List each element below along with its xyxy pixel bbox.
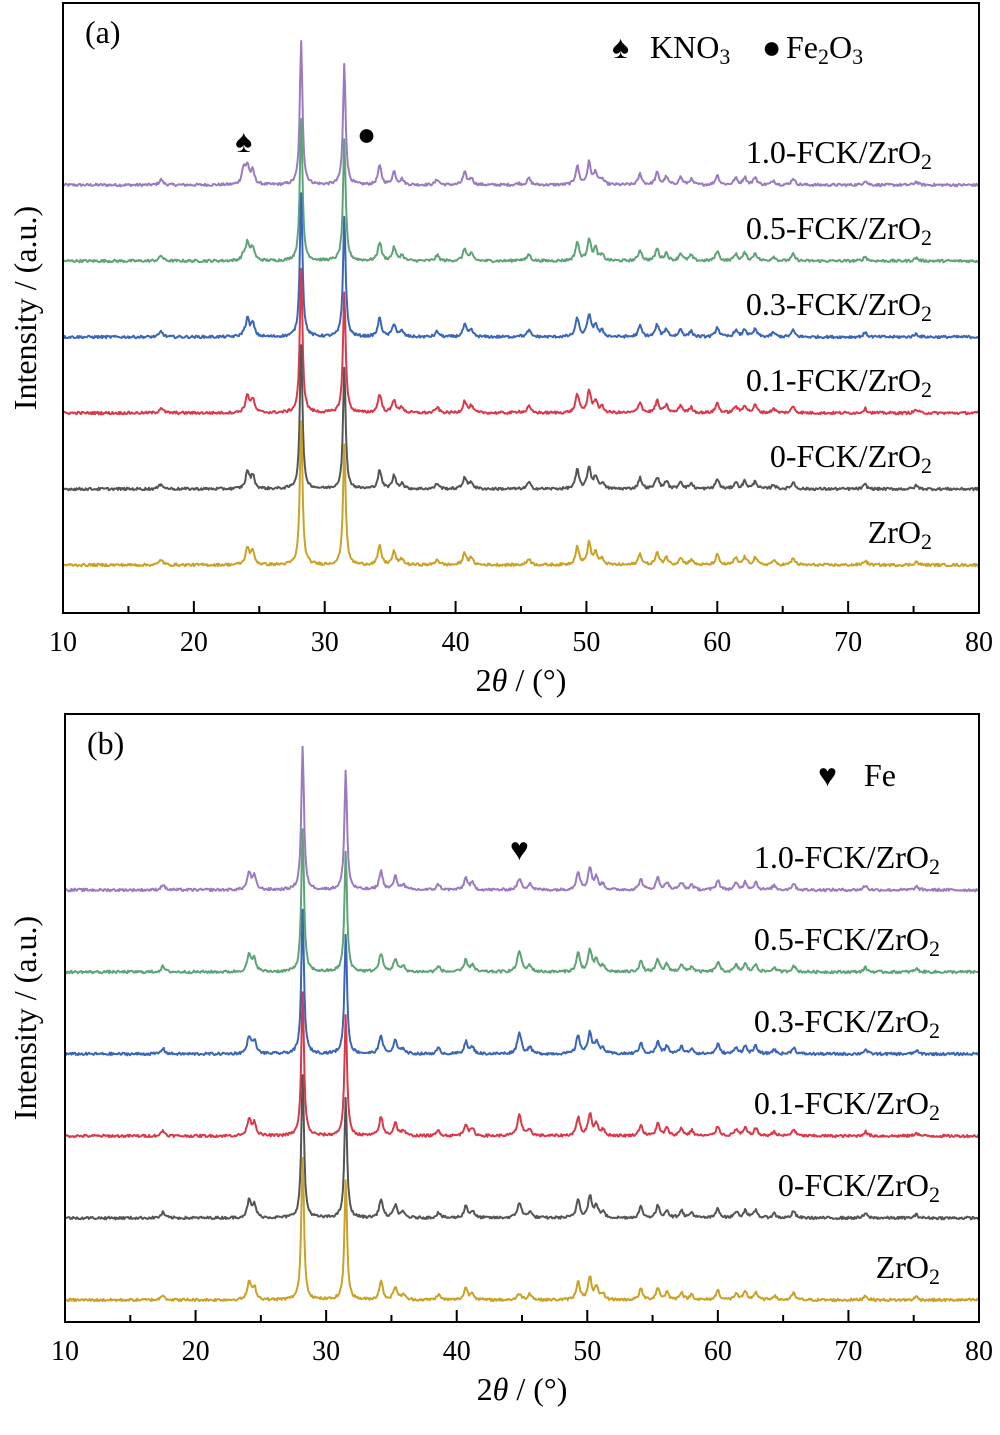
x-tick-label: 40 (443, 1336, 471, 1367)
y-axis-title: Intensity / (a.u.) (7, 206, 43, 410)
series-label: 0.5-FCK/ZrO2 (754, 921, 940, 961)
legend-fe2o3: Fe2O3 (786, 29, 863, 69)
series-label: ZrO2 (868, 514, 932, 554)
phase-marker: ● (357, 116, 376, 152)
legend-kno3-symbol: ♠ (612, 29, 629, 65)
panel-a: 1.0-FCK/ZrO2 0.5-FCK/ZrO2 0.3-FCK/ZrO2 0.1-… (7, 2, 993, 698)
x-axis-title: 2θ / (°) (477, 1371, 568, 1407)
x-tick-label: 50 (572, 627, 600, 658)
series-label: 0.3-FCK/ZrO2 (754, 1003, 940, 1043)
series-trace-4 (62, 344, 980, 492)
series-trace-1 (64, 828, 980, 975)
x-tick-label: 30 (312, 1336, 340, 1367)
x-tick-label: 40 (442, 627, 470, 658)
phase-marker: ♠ (235, 123, 252, 159)
series-trace-0 (62, 40, 980, 188)
series-trace-3 (64, 991, 980, 1139)
x-tick-label: 20 (180, 627, 208, 658)
series-label: 0-FCK/ZrO2 (770, 438, 932, 478)
x-axis-title: 2θ / (°) (476, 662, 567, 698)
series-trace-2 (64, 908, 980, 1057)
series-trace-2 (62, 192, 980, 340)
series-label: 0.5-FCK/ZrO2 (746, 210, 932, 250)
series-label: 0.3-FCK/ZrO2 (746, 286, 932, 326)
series-label: 1.0-FCK/ZrO2 (746, 134, 932, 174)
x-tick-label: 20 (182, 1336, 210, 1367)
series-label: ZrO2 (876, 1249, 940, 1289)
x-tick-label: 60 (703, 627, 731, 658)
series-trace-0 (64, 745, 980, 893)
series-trace-4 (64, 1074, 980, 1221)
panel-label: (b) (87, 725, 124, 761)
x-tick-label: 30 (311, 627, 339, 658)
legend-kno3: KNO3 (650, 29, 730, 69)
series-trace-5 (62, 420, 980, 568)
x-tick-label: 60 (704, 1336, 732, 1367)
x-tick-label: 80 (965, 1336, 993, 1367)
series-trace-5 (64, 1157, 980, 1303)
x-tick-label: 50 (573, 1336, 601, 1367)
x-tick-label: 70 (834, 1336, 862, 1367)
series-label: 1.0-FCK/ZrO2 (754, 839, 940, 879)
panel-label: (a) (85, 14, 121, 50)
x-tick-label: 70 (834, 627, 862, 658)
series-label: 0-FCK/ZrO2 (778, 1167, 940, 1207)
x-tick-label: 80 (965, 627, 993, 658)
legend-fe: Fe (864, 757, 896, 793)
series-trace-3 (62, 267, 980, 416)
panel-b: 1.0-FCK/ZrO2 0.5-FCK/ZrO2 0.3-FCK/ZrO2 0.1-… (7, 713, 993, 1407)
x-tick-label: 10 (49, 627, 77, 658)
x-tick-label: 10 (51, 1336, 79, 1367)
series-label: 0.1-FCK/ZrO2 (746, 362, 932, 402)
legend-fe-symbol: ♥ (818, 757, 837, 793)
legend-fe2o3-symbol: ● (762, 29, 781, 65)
phase-marker: ♥ (510, 831, 529, 867)
series-label: 0.1-FCK/ZrO2 (754, 1085, 940, 1125)
y-axis-title: Intensity / (a.u.) (7, 916, 43, 1120)
series-trace-1 (62, 118, 980, 264)
